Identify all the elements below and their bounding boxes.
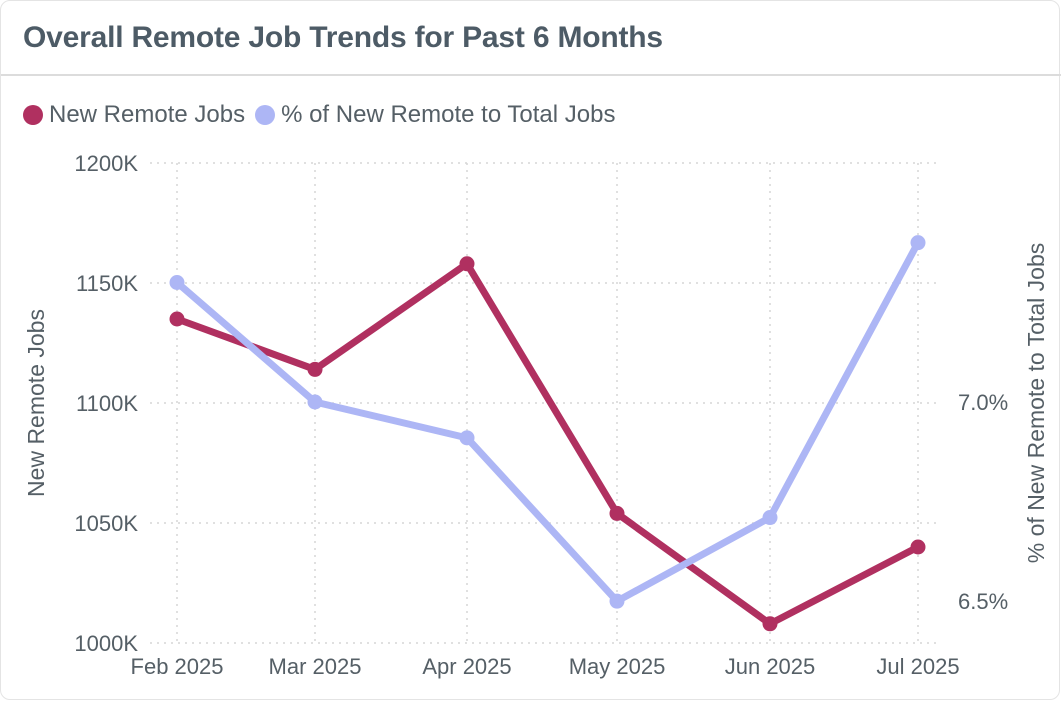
data-point-new-remote-jobs bbox=[459, 256, 475, 272]
x-tick-label: Jul 2025 bbox=[876, 654, 959, 679]
legend-marker bbox=[255, 105, 276, 125]
x-tick-label: Apr 2025 bbox=[422, 654, 511, 679]
y-left-axis-title: New Remote Jobs bbox=[23, 309, 49, 497]
x-tick-label: Jun 2025 bbox=[725, 654, 816, 679]
legend-item-remote-percentage[interactable]: % of New Remote to Total Jobs bbox=[255, 101, 615, 129]
x-tick-label: Feb 2025 bbox=[131, 654, 224, 679]
legend-label: New Remote Jobs bbox=[49, 101, 246, 128]
data-point-remote-percentage bbox=[609, 593, 625, 609]
data-point-remote-percentage bbox=[307, 394, 323, 410]
y-left-tick-label: 1150K bbox=[76, 271, 138, 296]
y-right-axis-title: % of New Remote to Total Jobs bbox=[1023, 243, 1049, 563]
legend-item-new-remote-jobs[interactable]: New Remote Jobs bbox=[23, 101, 245, 129]
title-divider bbox=[1, 74, 1061, 76]
series-line-remote-percentage bbox=[173, 239, 922, 605]
y-right-tick-label: 7.0% bbox=[958, 390, 1008, 415]
data-point-new-remote-jobs bbox=[307, 361, 323, 377]
data-point-remote-percentage bbox=[910, 235, 926, 251]
data-point-new-remote-jobs bbox=[910, 539, 926, 555]
legend: New Remote Jobs % of New Remote to Total… bbox=[23, 101, 625, 129]
x-tick-label: Mar 2025 bbox=[269, 654, 362, 679]
y-left-tick-label: 1200K bbox=[74, 151, 138, 176]
y-left-tick-label: 1100K bbox=[76, 391, 138, 416]
chart-title: Overall Remote Job Trends for Past 6 Mon… bbox=[23, 21, 663, 54]
y-left-tick-label: 1050K bbox=[74, 511, 138, 536]
x-tick-label: May 2025 bbox=[569, 654, 666, 679]
data-point-remote-percentage bbox=[459, 430, 475, 446]
data-point-new-remote-jobs bbox=[762, 616, 778, 632]
data-point-new-remote-jobs bbox=[609, 505, 625, 521]
y-right-tick-label: 6.5% bbox=[958, 589, 1008, 614]
legend-label: % of New Remote to Total Jobs bbox=[281, 101, 616, 128]
y-left-tick-label: 1000K bbox=[74, 631, 138, 656]
data-point-new-remote-jobs bbox=[169, 311, 185, 327]
data-point-remote-percentage bbox=[169, 275, 185, 291]
legend-marker bbox=[23, 105, 43, 125]
series-line-new-remote-jobs bbox=[173, 260, 922, 628]
data-point-remote-percentage bbox=[762, 510, 778, 526]
